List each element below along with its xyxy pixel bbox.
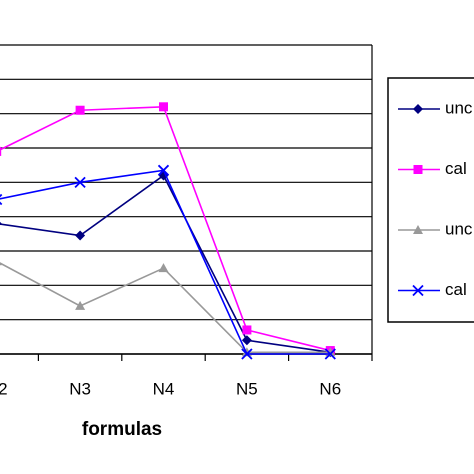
legend-label: cal — [445, 280, 467, 299]
marker — [75, 105, 85, 115]
x-tick-label: N3 — [69, 379, 91, 398]
legend-marker — [412, 284, 424, 297]
marker — [75, 230, 86, 241]
marker — [74, 176, 86, 188]
x-tick-label: N5 — [236, 379, 258, 398]
marker — [159, 102, 168, 112]
x-axis-title: formulas — [82, 419, 162, 440]
marker — [158, 263, 169, 273]
x-tick-label: N2 — [0, 379, 8, 398]
legend-box — [387, 77, 474, 323]
marker — [0, 262, 2, 266]
series-line — [0, 105, 331, 352]
legend-marker — [413, 165, 423, 174]
legend-marker — [413, 225, 423, 234]
marker — [241, 348, 253, 360]
marker — [0, 146, 2, 156]
legend-label: cal — [445, 159, 467, 178]
legend-label: unc — [445, 219, 473, 238]
marker — [157, 164, 170, 176]
series-line — [0, 174, 331, 354]
legend-marker — [413, 104, 423, 114]
marker — [324, 348, 336, 360]
series-line — [0, 169, 331, 355]
marker — [242, 325, 252, 335]
marker — [0, 193, 3, 206]
marker — [75, 300, 86, 310]
x-tick-label: N6 — [319, 379, 341, 398]
legend-label: unc — [445, 98, 473, 117]
x-tick-label: N4 — [153, 379, 175, 398]
marker — [0, 221, 2, 226]
marker — [241, 335, 252, 346]
